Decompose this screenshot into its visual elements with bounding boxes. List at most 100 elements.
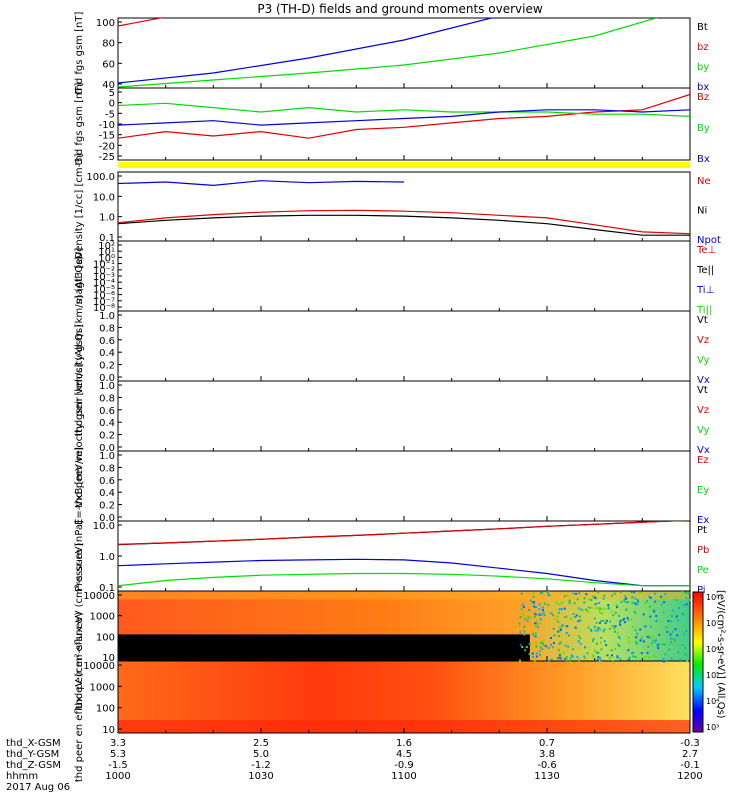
heatmap-speckle xyxy=(687,592,690,595)
heatmap-speckle xyxy=(610,610,613,613)
x-tick-value: 5.3 xyxy=(110,749,126,760)
heatmap-speckle xyxy=(655,639,657,642)
heatmap-speckle xyxy=(562,651,565,654)
heatmap-speckle xyxy=(543,602,546,605)
heatmap-speckle xyxy=(586,610,589,612)
heatmap-speckle xyxy=(532,655,535,658)
heatmap-speckle xyxy=(582,609,585,611)
heatmap-speckle xyxy=(567,645,570,648)
y-tick-label: 1.0 xyxy=(99,381,115,392)
heatmap-speckle xyxy=(640,652,643,654)
heatmap-speckle xyxy=(539,618,542,621)
heatmap-speckle xyxy=(555,618,558,621)
heatmap-speckle xyxy=(619,591,622,594)
heatmap-speckle xyxy=(558,654,561,657)
heatmap-speckle xyxy=(559,652,562,655)
heatmap-speckle xyxy=(565,625,568,628)
heatmap-speckle xyxy=(529,615,532,618)
heatmap-speckle xyxy=(635,636,638,639)
panel-2: 50-5-10-15-20-25 thd fgs gsm [nT] Bz By Bx xyxy=(74,83,710,166)
heatmap-speckle xyxy=(521,612,524,615)
panel-frame xyxy=(117,240,691,312)
heatmap-speckle xyxy=(559,657,562,660)
heatmap-speckle xyxy=(577,635,580,638)
heatmap-speckle xyxy=(684,653,687,656)
series-pi xyxy=(118,558,690,587)
heatmap-speckle xyxy=(539,612,541,615)
heatmap-speckle xyxy=(655,600,658,603)
heatmap-speckle xyxy=(686,659,689,662)
heatmap-speckle xyxy=(573,602,576,605)
heatmap-speckle xyxy=(684,591,687,594)
x-tick-value: 1130 xyxy=(534,771,559,782)
heatmap-speckle xyxy=(534,632,537,635)
heatmap-speckle xyxy=(597,607,600,610)
legend-ni: Ni xyxy=(697,206,707,217)
heatmap-speckle xyxy=(594,607,597,610)
heatmap-speckle xyxy=(632,655,635,658)
y-tick-label: 5 xyxy=(109,88,115,99)
heatmap-speckle xyxy=(670,620,673,623)
panel-frame xyxy=(117,87,691,161)
heatmap-speckle xyxy=(635,641,637,644)
heatmap-speckle xyxy=(552,614,554,617)
y-axis-label: thd fgs gsm [nT] xyxy=(74,12,85,95)
y-tick-label: 1.0 xyxy=(99,213,115,224)
heatmap-speckle xyxy=(641,635,644,638)
heatmap-speckle xyxy=(541,606,544,609)
heatmap-speckle xyxy=(522,601,525,604)
y-tick-label: 0.2 xyxy=(99,431,115,442)
heatmap-speckle xyxy=(654,592,657,595)
heatmap-speckle xyxy=(520,592,523,595)
heatmap-speckle xyxy=(627,636,630,639)
heatmap-speckle xyxy=(523,625,526,628)
heatmap-speckle xyxy=(576,598,579,601)
heatmap-speckle xyxy=(675,615,678,618)
heatmap-speckle xyxy=(631,596,634,599)
series-by xyxy=(118,18,659,88)
y-tick-label: 40 xyxy=(102,80,115,91)
legend-bx: Bx xyxy=(697,154,710,165)
y-tick-label: -15 xyxy=(99,131,115,142)
heatmap-speckle xyxy=(577,659,580,662)
heatmap-speckle xyxy=(528,642,531,645)
heatmap-speckle xyxy=(522,615,525,618)
heatmap-speckle xyxy=(568,601,571,604)
heatmap-speckle xyxy=(596,629,599,632)
y-tick-label: 1.0 xyxy=(99,311,115,322)
heatmap-speckle xyxy=(682,652,685,655)
legend-ti||: Ti|| xyxy=(696,305,712,316)
heatmap-speckle xyxy=(542,643,545,646)
legend-te⊥: Te⊥ xyxy=(696,245,716,256)
y-tick-label: 0.6 xyxy=(99,336,115,347)
y-tick-label: 0.4 xyxy=(99,418,115,429)
heatmap-speckle xyxy=(607,606,610,609)
y-tick-label: 10⁰ xyxy=(98,253,115,264)
heatmap-speckle xyxy=(635,640,638,643)
heatmap-speckle xyxy=(660,603,663,606)
heatmap-speckle xyxy=(565,658,568,661)
y-tick-label: 10⁻⁴ xyxy=(93,278,115,289)
heatmap-speckle xyxy=(593,617,596,620)
heatmap-speckle xyxy=(539,622,542,625)
heatmap-speckle xyxy=(677,651,680,654)
heatmap-speckle xyxy=(636,603,639,606)
heatmap-speckle xyxy=(607,604,610,607)
x-tick-value: 1030 xyxy=(248,771,273,782)
heatmap-speckle xyxy=(610,649,613,652)
y-tick-label: 0.8 xyxy=(99,323,115,334)
flag-bar xyxy=(118,162,690,168)
y-tick-label: 10.0 xyxy=(93,521,115,532)
heatmap-speckle xyxy=(560,608,563,611)
heatmap-speckle xyxy=(609,657,611,659)
heatmap-speckle xyxy=(533,635,536,637)
heatmap-speckle xyxy=(558,642,561,645)
heatmap-speckle xyxy=(656,644,659,647)
panel-frame xyxy=(117,380,691,452)
heatmap-speckle xyxy=(644,602,647,605)
y-tick-label: 0.4 xyxy=(99,488,115,499)
heatmap-speckle xyxy=(664,593,667,595)
heatmap-speckle xyxy=(535,605,537,608)
